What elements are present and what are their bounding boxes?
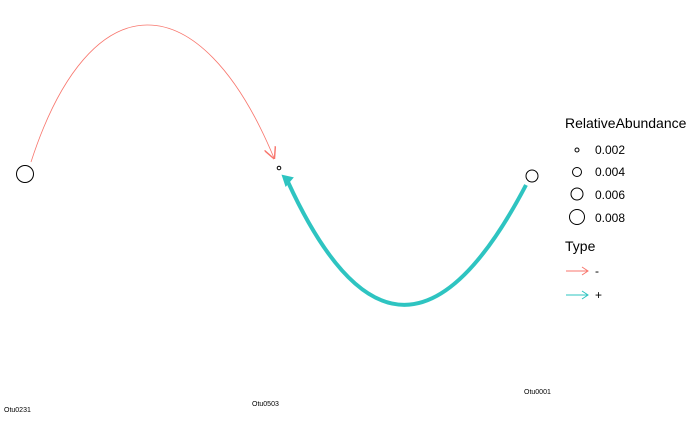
legend-size-title: RelativeAbundance [565, 115, 687, 131]
node-label-otu0001: Otu0001 [524, 389, 551, 396]
edge-arrowhead-positive [281, 174, 294, 187]
legend-size-key-0002 [574, 147, 580, 153]
legend-size-key-0006 [570, 187, 584, 201]
legend-type-key-negative [566, 266, 589, 276]
edge-otu0001-otu0503 [286, 181, 528, 307]
node-otu0231 [16, 165, 34, 183]
legend-type-title: Type [565, 238, 596, 254]
legend-type-label-negative: - [595, 264, 599, 278]
node-otu0503 [276, 165, 282, 171]
legend-size-label-0006: 0.006 [595, 188, 626, 202]
legend-size-label-0002: 0.002 [595, 143, 626, 157]
edge-otu0231-otu0503 [30, 24, 274, 163]
node-label-otu0231: Otu0231 [4, 407, 31, 414]
node-otu0001 [525, 169, 539, 183]
legend-type-label-positive: + [595, 288, 603, 302]
legend-size-key-0008 [569, 209, 585, 225]
legend-size-label-0008: 0.008 [595, 211, 626, 225]
legend-size-key-0004 [572, 167, 582, 177]
legend-size-label-0004: 0.004 [595, 165, 626, 179]
legend-type-key-positive [566, 290, 589, 300]
node-label-otu0503: Otu0503 [252, 401, 279, 408]
